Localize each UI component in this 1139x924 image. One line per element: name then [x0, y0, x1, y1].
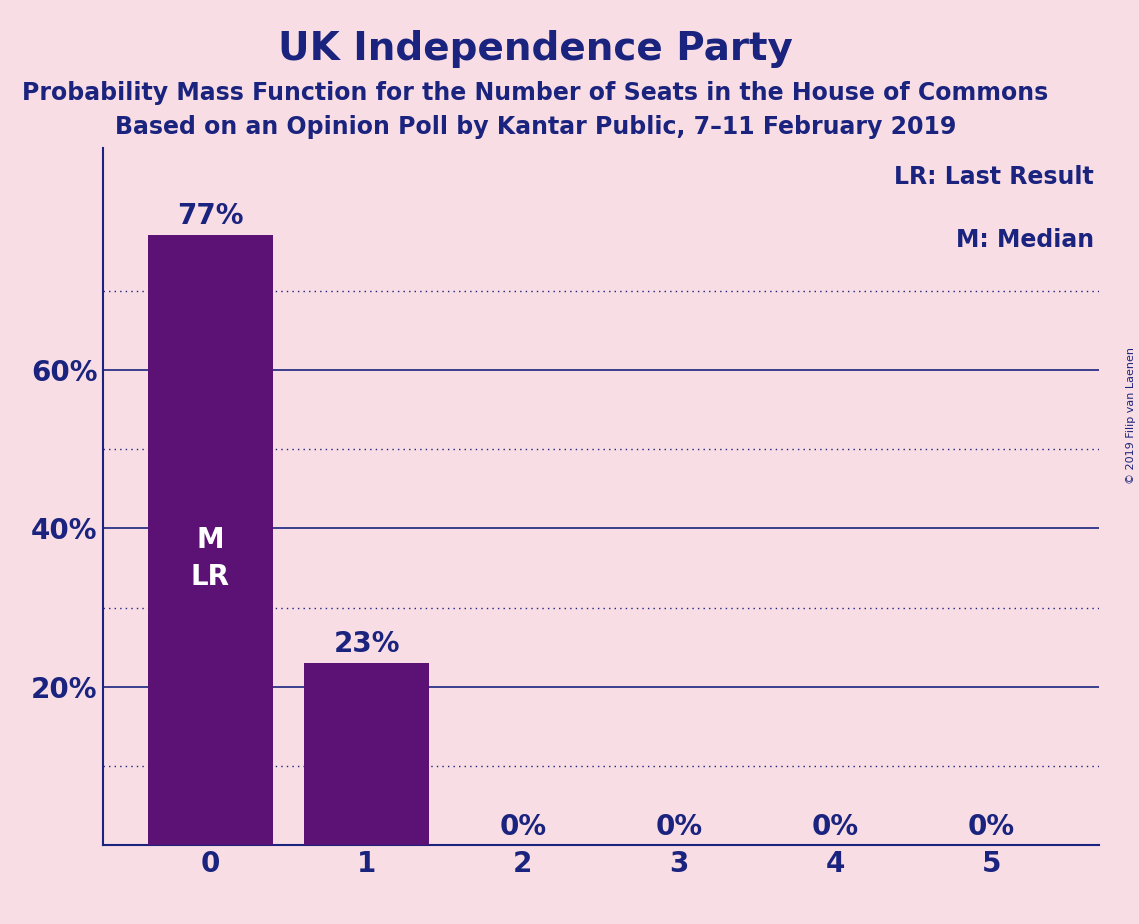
Bar — [148, 235, 272, 845]
Text: 23%: 23% — [334, 630, 400, 659]
Text: 0%: 0% — [968, 813, 1015, 841]
Text: 77%: 77% — [177, 202, 244, 230]
Text: M
LR: M LR — [191, 526, 230, 591]
Text: 0%: 0% — [499, 813, 547, 841]
Text: 0%: 0% — [812, 813, 859, 841]
Text: M: Median: M: Median — [956, 228, 1095, 252]
Text: UK Independence Party: UK Independence Party — [278, 30, 793, 67]
Text: LR: Last Result: LR: Last Result — [894, 165, 1095, 189]
Text: Probability Mass Function for the Number of Seats in the House of Commons: Probability Mass Function for the Number… — [22, 81, 1049, 105]
Text: © 2019 Filip van Laenen: © 2019 Filip van Laenen — [1126, 347, 1136, 484]
Text: Based on an Opinion Poll by Kantar Public, 7–11 February 2019: Based on an Opinion Poll by Kantar Publi… — [115, 115, 956, 139]
Text: 0%: 0% — [655, 813, 703, 841]
Bar — [304, 663, 429, 845]
